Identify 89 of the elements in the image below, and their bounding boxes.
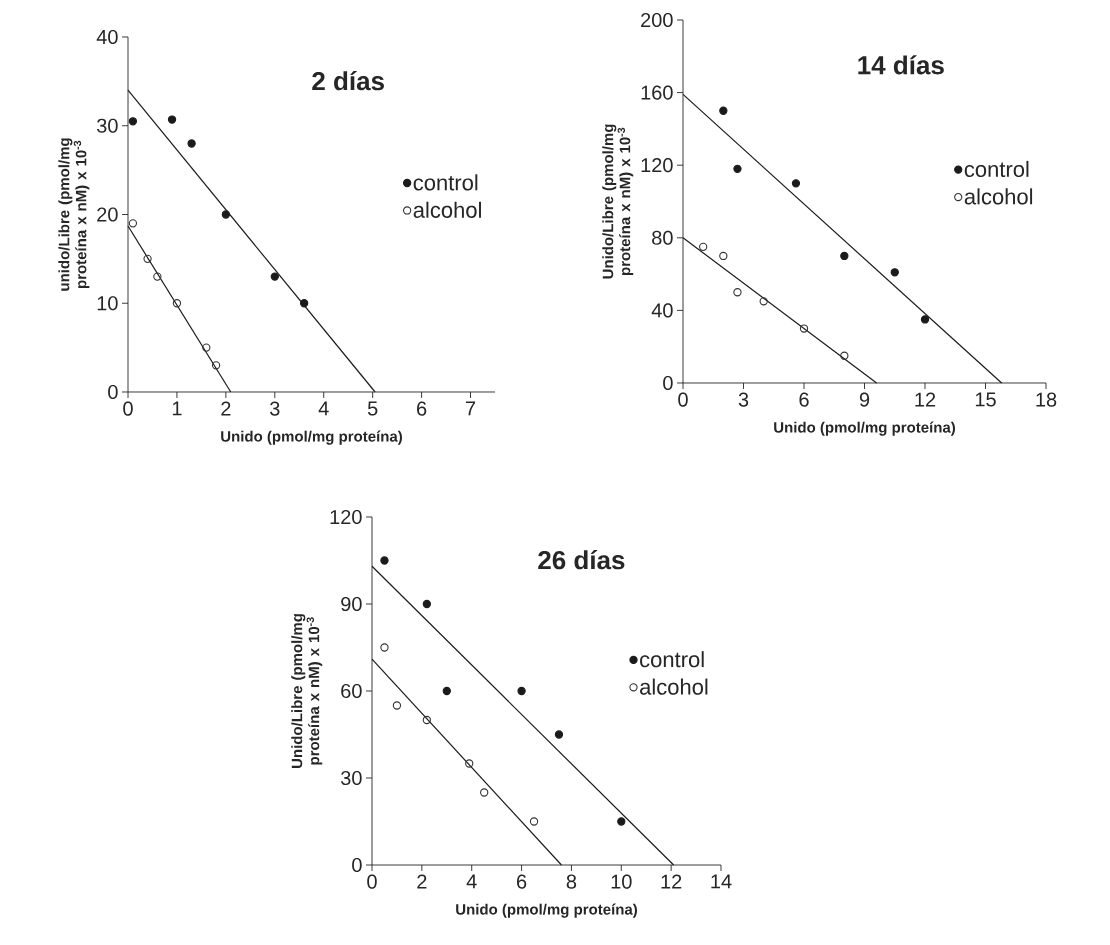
x-tick-label: 2 [221,401,231,416]
point [791,179,801,188]
point [699,242,708,252]
y-tick-label: 120 [641,158,673,173]
x-tick-label: 0 [367,874,377,889]
x-tick-label: 6 [799,392,809,407]
point [719,251,728,261]
point [202,343,211,352]
x-tick-label: 6 [517,874,527,889]
y-tick-label: 40 [96,29,118,45]
y-tick-label: 120 [330,509,362,525]
y-tick-label: 90 [341,596,362,612]
y-tick-label: 0 [663,375,673,391]
legend-label: control [964,160,1029,178]
point [143,254,152,264]
point [392,701,402,710]
point [517,686,526,696]
y-axis-title: Unido/Libre (pmol/mg proteína x nM) x 10$^{-3}$ [291,614,323,769]
y-tick-label: 160 [641,85,673,100]
legend-label: control [413,174,478,191]
point [733,164,742,173]
point [128,219,138,228]
x-tick-label: 5 [367,401,378,416]
point [465,759,474,768]
x-tick-label: 12 [915,392,936,407]
point [270,272,279,281]
y-axis-title: Unido/Libre (pmol/mg proteína x nM) x 10$^{-3}$ [602,124,634,279]
legend-label: alcohol [413,201,481,218]
y-tick-label: 80 [652,230,673,245]
x-axis-title: Unido (pmol/mg proteína) [456,903,638,918]
y-tick-label: 200 [641,12,673,28]
x-tick-label: 7 [465,401,476,416]
point [380,643,389,652]
x-tick-label: 0 [678,392,688,407]
point [617,817,626,826]
x-tick-label: 1 [172,401,182,416]
point [799,324,809,333]
x-tick-label: 4 [466,874,477,889]
x-tick-label: 18 [1036,392,1057,407]
y-tick-label: 60 [341,683,362,699]
y-tick-label: 30 [340,770,362,786]
point [422,599,431,609]
x-tick-label: 12 [661,874,682,889]
point [480,788,489,797]
text: 2 días [312,71,384,91]
point [719,106,728,115]
point [733,288,742,297]
text: 26 días [538,550,625,570]
point [840,251,849,261]
text: 14 días [858,55,944,75]
legend-label: control [640,651,704,668]
point [167,115,177,124]
y-tick-label: 40 [651,303,673,318]
legend-label: alcohol [964,188,1033,205]
point [380,556,389,565]
y-tick-label: 30 [96,118,118,133]
point [221,210,231,219]
point [422,715,431,725]
x-tick-label: 0 [123,401,133,416]
point [920,315,930,324]
x-axis-title: Unido (pmol/mg proteína) [774,421,956,436]
point [211,361,221,370]
x-tick-label: 4 [318,401,329,416]
x-tick-label: 2 [417,874,427,889]
y-tick-label: 0 [352,857,362,873]
point [554,730,564,739]
point [187,139,196,148]
x-tick-label: 9 [859,392,870,407]
point [890,268,899,277]
y-axis-title: unido/Libre (pmol/mg proteína x nM) x 10$^{-3}$ [58,138,90,291]
point [172,299,182,308]
point [529,817,539,826]
x-tick-label: 6 [417,401,427,416]
point [128,117,138,126]
point [442,686,451,696]
point [759,297,768,306]
x-tick-label: 10 [611,874,632,889]
legend-label: alcohol [640,678,708,695]
y-tick-label: 20 [97,207,118,222]
x-tick-label: 3 [738,392,749,407]
point [840,351,849,360]
point [300,299,309,308]
x-tick-label: 15 [975,392,996,407]
x-tick-label: 14 [711,874,732,889]
point [153,272,162,281]
x-tick-label: 8 [566,874,577,889]
x-axis-title: Unido (pmol/mg proteína) [221,430,402,445]
x-tick-label: 3 [270,401,280,416]
y-tick-label: 10 [97,296,118,311]
